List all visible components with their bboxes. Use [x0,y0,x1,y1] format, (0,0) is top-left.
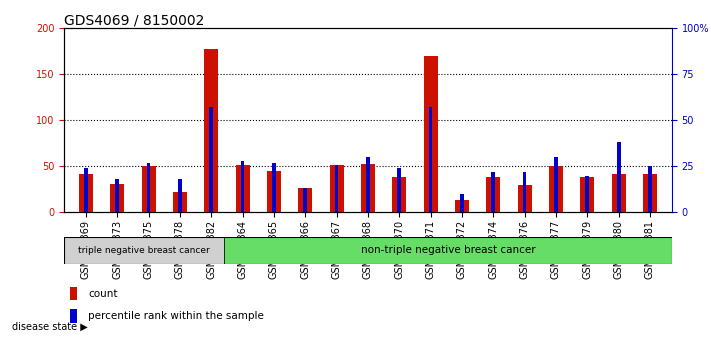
Bar [115,179,119,212]
Bar [141,166,156,212]
Bar [146,163,151,212]
Bar [455,200,469,212]
Bar [611,174,626,212]
Bar [272,163,276,212]
Bar [486,177,501,212]
Text: count: count [88,289,118,298]
Bar [580,177,594,212]
Bar [523,172,527,212]
Bar [397,168,401,212]
Text: triple negative breast cancer: triple negative breast cancer [78,246,210,255]
Bar [648,166,652,212]
Bar [554,157,558,212]
Bar [518,185,532,212]
Bar [491,172,495,212]
Text: percentile rank within the sample: percentile rank within the sample [88,311,264,321]
Bar [460,194,464,212]
Bar [361,164,375,212]
Bar [209,108,213,212]
Bar [298,188,312,212]
Bar [64,237,224,264]
Bar [366,157,370,212]
Bar [335,165,338,212]
Bar [204,48,218,212]
Bar [235,165,250,212]
Bar [392,177,406,212]
Bar [429,108,432,212]
Bar [585,176,589,212]
Bar [110,184,124,212]
Bar [84,168,87,212]
Text: disease state ▶: disease state ▶ [12,321,88,332]
Bar [304,188,307,212]
Text: non-triple negative breast cancer: non-triple negative breast cancer [360,245,535,256]
Bar [267,171,281,212]
Bar [241,161,245,212]
Bar [178,179,182,212]
Bar [70,309,77,323]
Bar [173,192,187,212]
Bar [224,237,672,264]
Text: GDS4069 / 8150002: GDS4069 / 8150002 [64,13,204,27]
Bar [70,287,77,301]
Bar [643,174,657,212]
Bar [549,166,563,212]
Bar [424,56,438,212]
Bar [616,142,621,212]
Bar [330,165,343,212]
Bar [79,174,93,212]
